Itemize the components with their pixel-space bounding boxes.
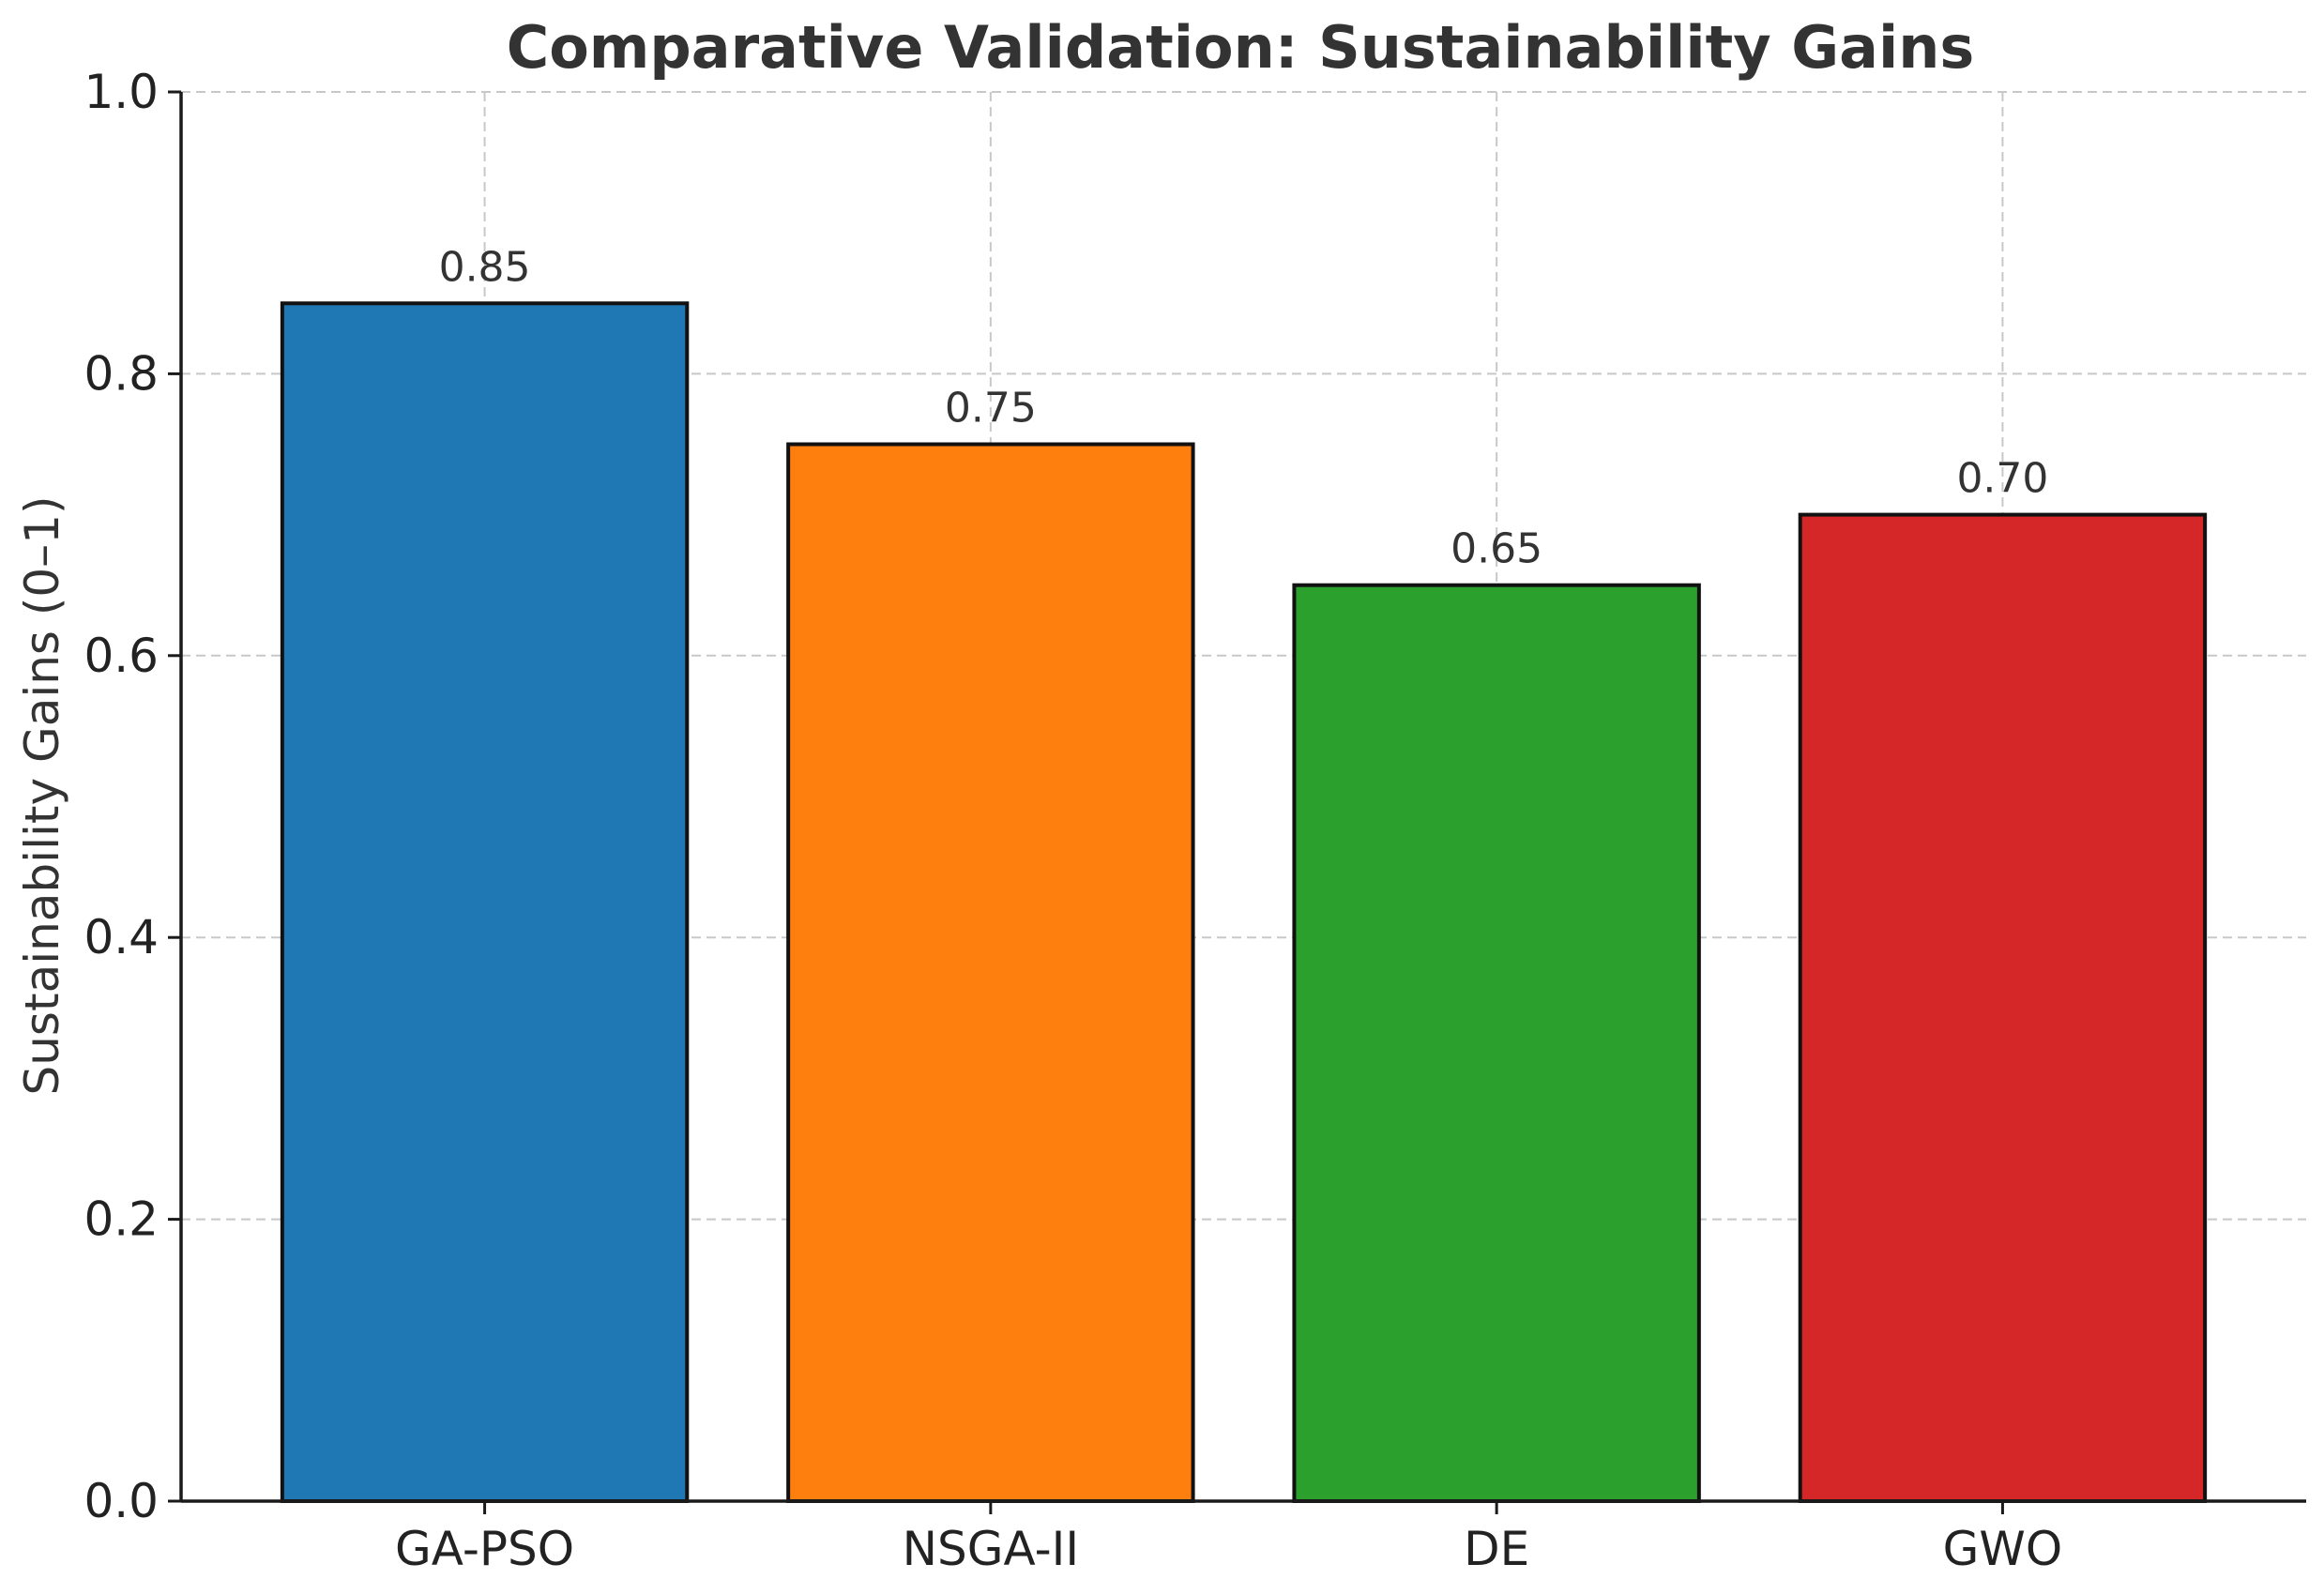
x-tick-label: DE xyxy=(1464,1522,1529,1576)
labels-layer: 0.0 0.2 0.4 0.6 0.8 1.0 0.85 GA-PSO 0.75 NSGA-II 0… xyxy=(84,65,2062,1576)
y-tick-label: 0.4 xyxy=(84,910,159,964)
y-tick-label: 0.6 xyxy=(84,629,159,683)
y-tick-label: 0.0 xyxy=(84,1474,159,1528)
bar-value-label: 0.75 xyxy=(945,385,1037,433)
bar-gwo xyxy=(1798,512,2208,1503)
bar-value-label: 0.65 xyxy=(1451,525,1542,573)
y-axis-label: Sustainability Gains (0–1) xyxy=(15,496,69,1096)
bar-nsga-ii xyxy=(786,442,1195,1503)
bars-layer xyxy=(280,301,2208,1503)
y-tick-label: 1.0 xyxy=(84,65,159,119)
y-tick-label: 0.2 xyxy=(84,1192,159,1247)
axes-layer xyxy=(168,90,2306,1514)
chart-title: Comparative Validation: Sustainability G… xyxy=(507,13,1975,82)
bar-de xyxy=(1292,583,1701,1503)
x-tick-label: NSGA-II xyxy=(903,1522,1080,1576)
bar-value-label: 0.85 xyxy=(439,243,531,291)
x-tick-label: GWO xyxy=(1943,1522,2063,1576)
x-tick-label: GA-PSO xyxy=(395,1522,574,1576)
y-tick-label: 0.8 xyxy=(84,346,159,401)
bar-value-label: 0.70 xyxy=(1956,455,2048,503)
bar-ga-pso xyxy=(280,301,690,1503)
